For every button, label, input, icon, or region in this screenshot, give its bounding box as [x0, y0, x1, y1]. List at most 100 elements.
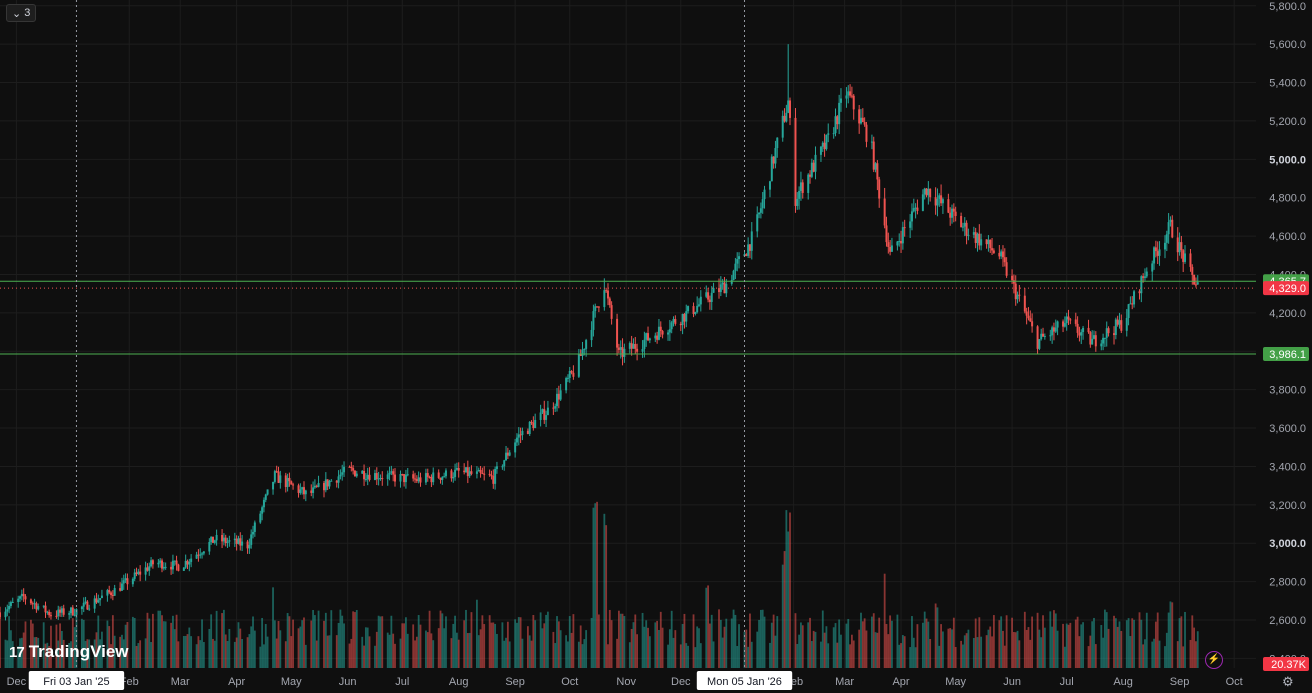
candle-body — [900, 240, 903, 244]
volume-bar — [734, 614, 737, 668]
volume-bar — [1087, 646, 1090, 668]
candle-body — [992, 250, 995, 253]
candle-body — [647, 333, 650, 341]
volume-bar — [148, 618, 151, 668]
volume-bar — [403, 623, 406, 668]
candle — [335, 480, 338, 488]
candle-body — [37, 606, 40, 610]
candle — [794, 108, 797, 213]
candle-body — [481, 472, 484, 474]
candle — [284, 472, 287, 493]
candle — [1107, 326, 1110, 337]
candle — [1016, 291, 1019, 304]
candle-body — [809, 174, 812, 177]
volume-bar — [1153, 638, 1155, 668]
candle — [985, 239, 988, 249]
candle-body — [718, 288, 721, 293]
time-tick-label: Mar — [835, 676, 854, 688]
candle-body — [286, 477, 289, 487]
candle — [1031, 313, 1034, 333]
volume-bar — [579, 625, 582, 668]
candle-body — [747, 244, 750, 256]
candle-body — [568, 370, 571, 378]
candle-body — [492, 476, 495, 484]
candle — [748, 243, 751, 259]
candle-body — [11, 602, 14, 604]
volume-bar — [299, 626, 302, 668]
volume-bar — [1005, 615, 1008, 668]
candle-body — [1156, 251, 1159, 256]
volume-bar — [454, 615, 456, 668]
time-tick-label: Apr — [892, 676, 909, 688]
volume-bar — [630, 628, 633, 668]
volume-bar — [99, 639, 102, 668]
candle-body — [93, 598, 96, 609]
candle — [1014, 275, 1017, 306]
candle-body — [889, 246, 892, 252]
volume-bar — [603, 513, 606, 668]
candle-body — [339, 474, 342, 477]
volume-bar — [199, 640, 202, 668]
candle-body — [1063, 323, 1066, 327]
volume-bar — [965, 633, 968, 668]
volume-bar — [31, 623, 34, 668]
candle — [734, 257, 737, 280]
candle-body — [852, 95, 855, 110]
volume-bar — [35, 637, 38, 668]
candle-body — [532, 422, 535, 429]
candle — [814, 146, 817, 180]
candle-body — [526, 430, 529, 434]
time-tick-label: Aug — [1113, 676, 1133, 688]
candle — [667, 329, 670, 341]
volume-bar — [119, 636, 122, 668]
candle-body — [634, 344, 637, 349]
candle-body — [161, 560, 164, 569]
candle-body — [443, 476, 446, 478]
volume-bar — [1051, 626, 1054, 668]
collapse-indicators-button[interactable]: ⌄ 3 — [6, 4, 37, 22]
candle — [239, 532, 242, 551]
candle-body — [799, 182, 802, 192]
volume-bar — [417, 615, 420, 668]
candle-body — [1138, 291, 1141, 294]
candle — [832, 127, 835, 139]
candle — [679, 321, 682, 332]
candle — [623, 343, 626, 363]
candle — [481, 467, 484, 475]
lightning-icon[interactable]: ⚡ — [1205, 651, 1223, 669]
volume-bar — [488, 615, 491, 668]
price-tick-label: 3,200.0 — [1269, 500, 1306, 512]
candle-body — [541, 409, 544, 413]
volume-bar — [921, 622, 924, 668]
candle — [898, 233, 901, 247]
candle-body — [974, 232, 977, 243]
gear-icon[interactable]: ⚙ — [1282, 674, 1294, 689]
candle — [1036, 325, 1039, 355]
candle — [213, 539, 216, 545]
volume-bar — [1000, 616, 1003, 668]
candle-body — [361, 470, 364, 474]
candle-body — [732, 270, 735, 281]
candle-body — [430, 476, 433, 483]
volume-bar — [1171, 602, 1174, 668]
volume-bar — [1189, 639, 1192, 668]
candle-body — [60, 608, 63, 613]
candle — [457, 462, 460, 478]
candle-body — [596, 306, 599, 308]
volume-bar — [514, 619, 517, 668]
candle — [1074, 312, 1077, 327]
volume-series — [0, 501, 1199, 668]
volume-bar — [1145, 612, 1148, 668]
volume-bar — [743, 631, 746, 668]
candle-body — [284, 475, 287, 487]
volume-bar — [46, 642, 49, 668]
candle-body — [758, 212, 761, 215]
candle-body — [188, 561, 191, 565]
volume-bar — [1196, 631, 1199, 668]
volume-bar — [388, 634, 391, 668]
tradingview-logo[interactable]: 17 TradingView — [9, 642, 129, 662]
volume-bar — [401, 623, 404, 668]
volume-bar — [858, 629, 861, 668]
candle-body — [909, 221, 912, 228]
